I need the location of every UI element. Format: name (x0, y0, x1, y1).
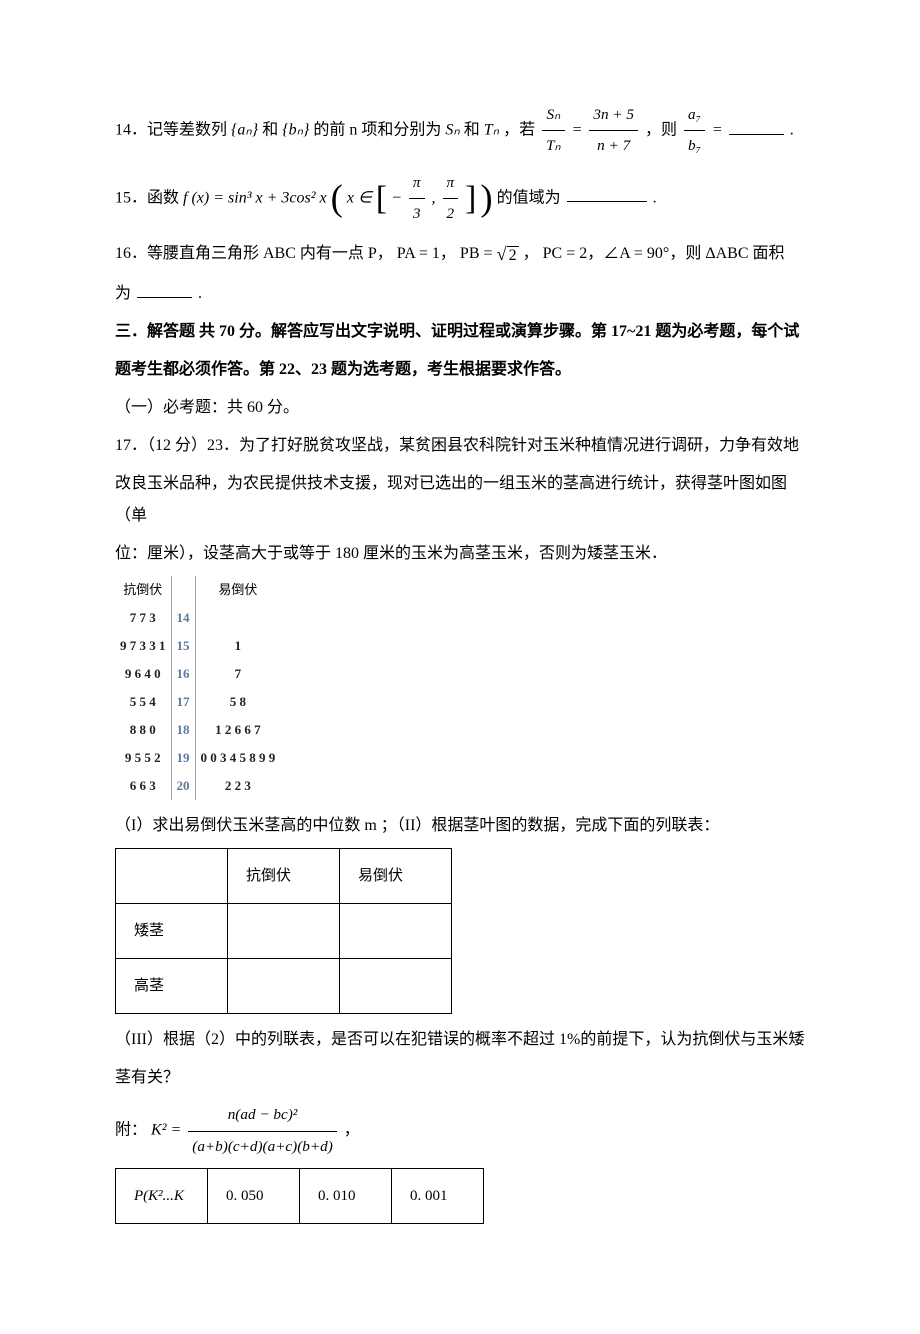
lbracket-icon: [ (376, 182, 387, 216)
question-14: 14．记等差数列 {aₙ} 和 {bₙ} 的前 n 项和分别为 Sₙ 和 Tₙ … (115, 100, 805, 162)
lparen-icon: ( (331, 180, 343, 217)
rparen-icon: ) (480, 180, 492, 217)
question-17b: （I）求出易倒伏玉米茎高的中位数 m ；（II）根据茎叶图的数据，完成下面的列联… (115, 810, 805, 842)
answer-blank-16 (137, 283, 192, 298)
stem-leaf-plot: 抗倒伏 易倒伏 7 7 314 9 7 3 3 1151 9 6 4 0167 … (115, 576, 280, 800)
sl-header-left: 抗倒伏 (115, 576, 171, 604)
question-17c-2: 茎有关？ (115, 1062, 805, 1094)
question-16: 16．等腰直角三角形 ABC 内有一点 P， PA = 1， PB = √2 ，… (115, 236, 805, 273)
sl-header-right: 易倒伏 (195, 576, 280, 604)
frac-pi-2: π 2 (443, 168, 459, 230)
question-17-p1: 17．（12 分）23．为了打好脱贫攻坚战，某贫困县农科院针对玉米种植情况进行调… (115, 430, 805, 462)
section-3-sub: （一）必考题：共 60 分。 (115, 392, 805, 424)
question-17c-1: （III）根据（2）中的列联表，是否可以在犯错误的概率不超过 1%的前提下，认为… (115, 1024, 805, 1056)
formula-k2: 附： K² = n(ad − bc)² (a+b)(c+d)(a+c)(b+d)… (115, 1100, 805, 1162)
frac-s-over-t: Sₙ Tₙ (542, 100, 565, 162)
section-3-header-2: 题考生都必须作答。第 22、23 题为选考题，考生根据要求作答。 (115, 354, 805, 386)
question-16b: 为 . (115, 278, 805, 310)
sqrt2: √2 (497, 236, 519, 273)
answer-blank-14 (729, 119, 784, 134)
rbracket-icon: ] (465, 182, 476, 216)
question-17-p2: 改良玉米品种，为农民提供技术支援，现对已选出的一组玉米的茎高进行统计，获得茎叶图… (115, 468, 805, 532)
frac-3n5-n7: 3n + 5 n + 7 (589, 100, 638, 162)
frac-a7-b7: a₇ b₇ (684, 100, 705, 162)
section-3-header-1: 三．解答题 共 70 分。解答应写出文字说明、证明过程或演算步骤。第 17~21… (115, 316, 805, 348)
question-17-p3: 位：厘米），设茎高大于或等于 180 厘米的玉米为高茎玉米，否则为矮茎玉米． (115, 538, 805, 570)
frac-k2: n(ad − bc)² (a+b)(c+d)(a+c)(b+d) (188, 1100, 337, 1162)
frac-pi-3: π 3 (409, 168, 425, 230)
q14-text: 14．记等差数列 (115, 122, 227, 139)
p-value-table: P(K²...K 0. 050 0. 010 0. 001 (115, 1168, 484, 1224)
question-15: 15．函数 f (x) = sin³ x + 3cos² x ( x ∈ [ −… (115, 168, 805, 230)
answer-blank-15 (567, 187, 647, 202)
contingency-table: 抗倒伏 易倒伏 矮茎 高茎 (115, 848, 452, 1014)
